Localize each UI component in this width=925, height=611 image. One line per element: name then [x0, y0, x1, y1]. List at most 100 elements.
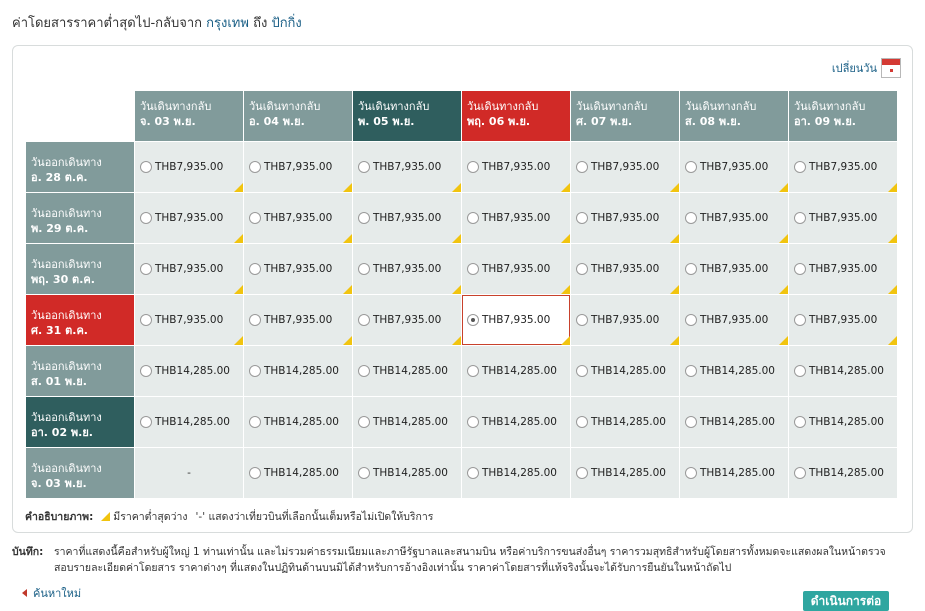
- fare-radio[interactable]: [140, 161, 152, 173]
- fare-cell[interactable]: THB14,285.00: [353, 346, 461, 396]
- fare-radio[interactable]: [794, 314, 806, 326]
- fare-radio[interactable]: [140, 416, 152, 428]
- fare-radio[interactable]: [358, 416, 370, 428]
- fare-radio[interactable]: [576, 416, 588, 428]
- fare-radio[interactable]: [249, 365, 261, 377]
- fare-radio[interactable]: [249, 212, 261, 224]
- fare-radio[interactable]: [140, 365, 152, 377]
- fare-cell[interactable]: THB14,285.00: [353, 448, 461, 498]
- fare-cell[interactable]: THB14,285.00: [353, 397, 461, 447]
- fare-cell[interactable]: THB14,285.00: [462, 397, 570, 447]
- fare-radio[interactable]: [467, 365, 479, 377]
- fare-cell[interactable]: THB7,935.00: [353, 244, 461, 294]
- fare-radio[interactable]: [249, 416, 261, 428]
- fare-radio[interactable]: [249, 263, 261, 275]
- fare-radio[interactable]: [249, 161, 261, 173]
- fare-cell[interactable]: THB7,935.00: [244, 142, 352, 192]
- fare-cell[interactable]: THB14,285.00: [789, 346, 897, 396]
- fare-cell[interactable]: THB7,935.00: [244, 193, 352, 243]
- fare-radio[interactable]: [685, 263, 697, 275]
- fare-radio[interactable]: [685, 365, 697, 377]
- calendar-icon[interactable]: [881, 58, 901, 78]
- fare-radio[interactable]: [140, 212, 152, 224]
- fare-radio[interactable]: [794, 161, 806, 173]
- fare-radio[interactable]: [576, 467, 588, 479]
- fare-cell[interactable]: THB14,285.00: [789, 448, 897, 498]
- fare-radio[interactable]: [576, 314, 588, 326]
- fare-cell[interactable]: THB14,285.00: [135, 346, 243, 396]
- fare-cell[interactable]: THB7,935.00: [571, 244, 679, 294]
- fare-radio[interactable]: [358, 467, 370, 479]
- fare-cell[interactable]: THB7,935.00: [789, 244, 897, 294]
- fare-cell[interactable]: THB7,935.00: [462, 244, 570, 294]
- fare-cell[interactable]: THB7,935.00: [789, 142, 897, 192]
- fare-radio[interactable]: [794, 365, 806, 377]
- fare-radio[interactable]: [685, 416, 697, 428]
- fare-cell[interactable]: THB14,285.00: [135, 397, 243, 447]
- fare-cell[interactable]: THB14,285.00: [680, 397, 788, 447]
- fare-radio[interactable]: [794, 263, 806, 275]
- fare-cell[interactable]: THB14,285.00: [244, 448, 352, 498]
- fare-cell[interactable]: THB7,935.00: [353, 193, 461, 243]
- fare-cell[interactable]: THB7,935.00: [353, 295, 461, 345]
- fare-cell[interactable]: THB7,935.00: [789, 193, 897, 243]
- fare-cell[interactable]: THB14,285.00: [244, 397, 352, 447]
- fare-cell[interactable]: THB7,935.00: [353, 142, 461, 192]
- fare-radio[interactable]: [794, 212, 806, 224]
- fare-radio[interactable]: [358, 365, 370, 377]
- fare-cell[interactable]: THB7,935.00: [135, 295, 243, 345]
- fare-radio[interactable]: [467, 263, 479, 275]
- fare-cell[interactable]: THB7,935.00: [680, 193, 788, 243]
- change-date-link[interactable]: เปลี่ยนวัน: [832, 58, 901, 78]
- fare-radio[interactable]: [140, 263, 152, 275]
- fare-radio[interactable]: [467, 314, 479, 326]
- fare-radio[interactable]: [685, 212, 697, 224]
- fare-cell[interactable]: THB7,935.00: [462, 142, 570, 192]
- fare-cell[interactable]: THB7,935.00: [244, 295, 352, 345]
- fare-radio[interactable]: [794, 416, 806, 428]
- fare-cell[interactable]: THB14,285.00: [244, 346, 352, 396]
- fare-radio[interactable]: [249, 314, 261, 326]
- fare-radio[interactable]: [467, 161, 479, 173]
- fare-cell[interactable]: THB7,935.00: [462, 193, 570, 243]
- fare-cell[interactable]: THB14,285.00: [571, 397, 679, 447]
- fare-cell[interactable]: THB7,935.00: [462, 295, 570, 345]
- fare-cell[interactable]: THB7,935.00: [135, 244, 243, 294]
- fare-radio[interactable]: [576, 263, 588, 275]
- fare-cell[interactable]: THB7,935.00: [680, 142, 788, 192]
- fare-radio[interactable]: [467, 467, 479, 479]
- fare-radio[interactable]: [358, 263, 370, 275]
- fare-radio[interactable]: [685, 467, 697, 479]
- fare-cell[interactable]: THB7,935.00: [789, 295, 897, 345]
- fare-cell[interactable]: THB7,935.00: [571, 193, 679, 243]
- fare-radio[interactable]: [467, 416, 479, 428]
- fare-cell[interactable]: THB14,285.00: [680, 448, 788, 498]
- fare-cell[interactable]: THB7,935.00: [244, 244, 352, 294]
- fare-radio[interactable]: [576, 161, 588, 173]
- fare-radio[interactable]: [576, 212, 588, 224]
- fare-radio[interactable]: [358, 161, 370, 173]
- fare-cell[interactable]: THB7,935.00: [571, 295, 679, 345]
- new-search-link[interactable]: ค้นหาใหม่: [22, 584, 81, 602]
- fare-cell[interactable]: THB7,935.00: [680, 295, 788, 345]
- fare-radio[interactable]: [794, 467, 806, 479]
- fare-cell[interactable]: THB14,285.00: [462, 346, 570, 396]
- fare-cell[interactable]: THB7,935.00: [135, 193, 243, 243]
- fare-cell[interactable]: THB14,285.00: [571, 448, 679, 498]
- fare-radio[interactable]: [685, 161, 697, 173]
- continue-button[interactable]: ดำเนินการต่อ: [803, 591, 889, 611]
- fare-radio[interactable]: [249, 467, 261, 479]
- fare-cell[interactable]: THB14,285.00: [462, 448, 570, 498]
- fare-radio[interactable]: [467, 212, 479, 224]
- fare-radio[interactable]: [685, 314, 697, 326]
- fare-cell[interactable]: THB7,935.00: [571, 142, 679, 192]
- fare-radio[interactable]: [358, 314, 370, 326]
- fare-radio[interactable]: [140, 314, 152, 326]
- fare-cell[interactable]: THB7,935.00: [680, 244, 788, 294]
- fare-cell[interactable]: THB14,285.00: [680, 346, 788, 396]
- fare-cell[interactable]: THB14,285.00: [571, 346, 679, 396]
- fare-radio[interactable]: [358, 212, 370, 224]
- fare-radio[interactable]: [576, 365, 588, 377]
- fare-cell[interactable]: THB14,285.00: [789, 397, 897, 447]
- fare-cell[interactable]: THB7,935.00: [135, 142, 243, 192]
